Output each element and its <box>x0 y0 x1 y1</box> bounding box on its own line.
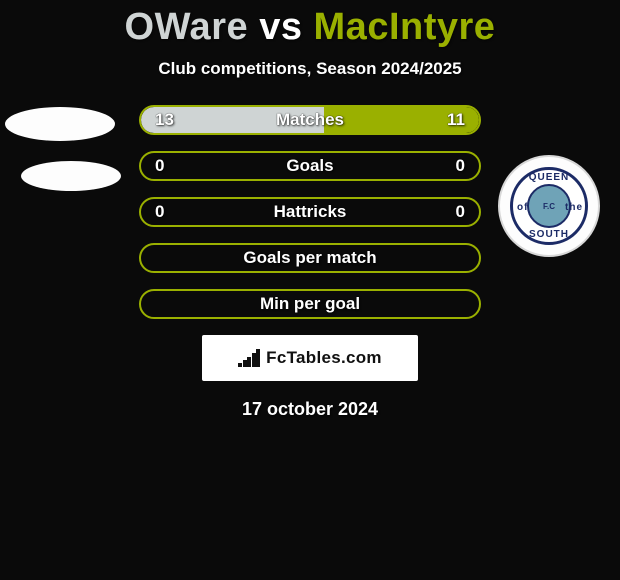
stat-value-left: 0 <box>155 202 164 222</box>
player1-club-logo-1 <box>5 107 115 141</box>
stat-label: Goals <box>286 156 333 176</box>
player1-name: OWare <box>125 6 249 48</box>
stat-rows: Matches 13 11 Goals 0 0 Hattricks 0 0 Goals per m… <box>139 105 481 319</box>
badge-text-top: QUEEN <box>529 172 570 183</box>
player2-name: MacIntyre <box>314 6 496 48</box>
stat-value-left: 13 <box>155 110 174 130</box>
stat-row: Goals per match <box>139 243 481 273</box>
comparison-area: QUEEN of the SOUTH F.C Matches 13 11 Goals 0… <box>0 105 620 420</box>
stat-row: Matches 13 11 <box>139 105 481 135</box>
stat-label: Min per goal <box>260 294 360 314</box>
vs-separator: vs <box>259 6 302 48</box>
watermark-text: FcTables.com <box>266 348 382 368</box>
stat-label: Matches <box>276 110 344 130</box>
stat-row: Hattricks 0 0 <box>139 197 481 227</box>
stat-value-left: 0 <box>155 156 164 176</box>
stat-row: Goals 0 0 <box>139 151 481 181</box>
subtitle: Club competitions, Season 2024/2025 <box>0 59 620 79</box>
stat-value-right: 0 <box>456 156 465 176</box>
stat-label: Hattricks <box>274 202 347 222</box>
stat-row: Min per goal <box>139 289 481 319</box>
stat-value-right: 11 <box>447 110 465 130</box>
badge-text-bottom: SOUTH <box>529 229 569 240</box>
player1-club-logo-2 <box>21 161 121 191</box>
stat-value-right: 0 <box>456 202 465 222</box>
club-badge: QUEEN of the SOUTH F.C <box>510 167 588 245</box>
player2-club-logo: QUEEN of the SOUTH F.C <box>498 155 600 257</box>
badge-text-left: of <box>517 202 528 213</box>
fctables-icon <box>238 349 260 367</box>
badge-text-right: the <box>565 202 583 213</box>
watermark: FcTables.com <box>202 335 418 381</box>
stat-label: Goals per match <box>243 248 376 268</box>
page-title: OWare vs MacIntyre <box>0 0 620 49</box>
date-label: 17 october 2024 <box>0 399 620 420</box>
